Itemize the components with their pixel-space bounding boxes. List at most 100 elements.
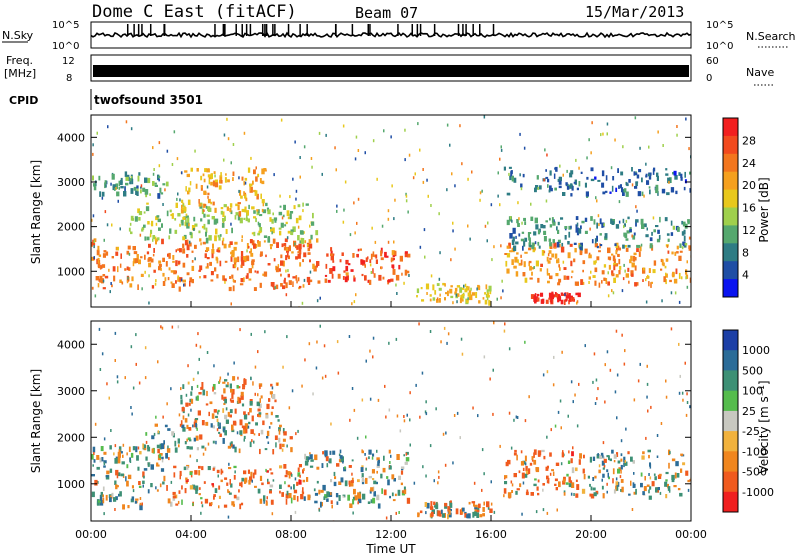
data-cell [255,244,258,249]
data-cell [293,495,296,501]
data-cell [558,185,562,189]
data-cell [239,419,243,426]
data-cell [243,256,247,263]
data-cell [673,170,677,176]
data-cell [222,438,225,444]
data-cell [380,257,384,261]
data-cell [348,263,351,266]
data-cell [528,242,532,247]
data-cell [304,453,307,460]
data-cell [572,446,574,450]
data-cell [656,175,659,181]
data-cell [198,470,201,476]
data-cell [184,418,188,423]
data-cell [371,469,375,474]
data-cell [590,270,592,274]
data-cell [253,216,257,219]
data-cell [165,453,168,459]
data-cell [167,277,170,281]
data-cell [338,495,341,501]
data-cell [157,174,160,181]
data-cell [672,225,676,230]
data-cell [254,270,256,273]
data-cell [297,204,301,208]
data-cell [569,243,573,247]
data-cell [116,191,120,197]
data-cell [257,221,260,226]
data-cell [108,396,110,400]
data-cell [591,121,593,125]
data-cell [461,162,463,166]
data-cell [185,479,189,482]
data-cell [199,238,202,242]
data-cell [256,209,259,212]
data-cell [492,368,494,372]
data-cell [398,511,400,514]
data-cell [299,474,301,478]
data-cell [320,502,323,507]
data-cell [168,267,171,271]
data-cell [372,453,375,457]
data-cell [279,205,282,208]
data-cell [513,473,517,478]
data-cell [594,402,597,405]
data-cell [239,430,243,435]
data-cell [189,446,193,450]
data-cell [538,185,542,190]
data-cell [625,191,629,197]
data-cell [682,221,686,227]
data-cell [291,251,294,254]
data-cell [635,182,638,186]
data-cell [101,264,106,268]
data-cell [387,240,390,244]
data-cell [287,484,291,488]
data-cell [183,234,187,239]
data-cell [240,278,244,283]
data-cell [129,283,133,288]
data-cell [685,470,689,476]
data-cell [668,489,671,493]
data-cell [632,255,636,262]
data-cell [160,468,165,472]
data-cell [562,478,566,483]
data-cell [570,297,573,302]
data-cell [182,203,185,207]
data-cell [224,215,226,221]
data-cell [665,272,667,276]
data-cell [516,219,519,224]
data-cell [186,215,189,219]
data-cell [433,479,435,483]
data-cell [165,181,169,187]
data-cell [449,502,453,508]
data-cell [220,207,224,210]
data-cell [675,190,678,195]
data-cell [667,177,671,184]
data-cell [508,347,511,351]
data-cell [454,287,458,292]
data-cell [296,481,299,486]
data-cell [335,493,339,498]
data-cell [118,493,121,497]
data-cell [594,475,597,479]
data-cell [136,254,139,260]
data-cell [468,290,472,295]
velocity-colorbar-tick-label: 500 [742,364,763,377]
data-cell [534,478,537,481]
data-cell [531,244,535,250]
data-cell [557,229,560,234]
data-cell [140,273,144,277]
data-cell [388,408,391,412]
data-cell [666,192,670,196]
data-cell [155,238,157,245]
data-cell [243,414,248,420]
data-cell [336,209,338,213]
data-cell [311,165,313,169]
nsky-line [90,31,692,39]
data-cell [558,481,561,488]
data-cell [132,261,135,267]
data-cell [387,479,390,486]
data-cell [239,283,244,286]
data-cell [241,176,244,181]
power-colorbar-swatch [723,225,738,244]
data-cell [604,233,608,239]
